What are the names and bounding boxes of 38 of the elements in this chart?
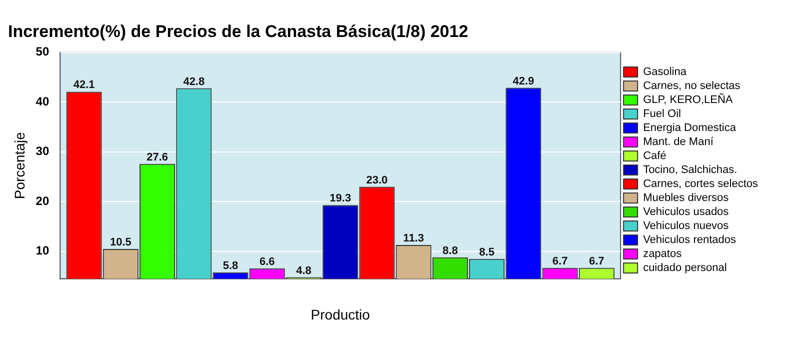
y-axis-title: Porcentaje [11, 132, 28, 200]
data-label: 6.7 [552, 255, 568, 268]
x-axis-title: Productio [310, 306, 370, 322]
data-label: 42.8 [183, 76, 205, 88]
legend-label: zapatos [643, 248, 682, 260]
y-tick-label: 20 [36, 194, 50, 208]
chart-title: Incremento(%) de Precios de la Canasta Básica(1/8) 2012 [8, 22, 468, 41]
legend-label: Vehiculos usados [643, 206, 730, 218]
legend-label: GLP, KERO,LEÑA [643, 93, 734, 106]
legend-label: Tocino, Salchichas. [643, 164, 738, 176]
legend-label: Gasolina [643, 66, 688, 78]
legend-label: Café [643, 150, 666, 162]
data-label: 23.0 [366, 174, 388, 186]
legend-label: Vehiculos rentados [643, 234, 737, 246]
data-label: 5.8 [222, 260, 238, 272]
y-tick-label: 50 [36, 44, 50, 59]
y-tick-label: 40 [36, 94, 50, 108]
legend-label: Energia Domestica [643, 122, 737, 134]
legend-label: Fuel Oil [643, 108, 681, 120]
y-tick-label: 10 [36, 244, 50, 258]
data-label: 27.6 [146, 151, 168, 164]
data-label: 4.8 [296, 264, 312, 277]
legend-label: cuidado personal [643, 262, 727, 274]
data-label: 11.3 [403, 232, 424, 244]
data-label: 6.6 [259, 256, 275, 268]
legend-label: Vehiculos nuevos [643, 220, 730, 232]
data-label: 19.3 [330, 192, 352, 205]
data-label: 42.9 [512, 75, 534, 88]
data-label: 8.8 [442, 244, 458, 257]
legend-label: Mant. de Maní [643, 136, 714, 148]
data-label: 42.1 [73, 79, 95, 92]
data-label: 8.5 [479, 246, 494, 258]
legend-label: Carnes, cortes selectos [643, 178, 758, 190]
legend-label: Muebles diversos [643, 192, 730, 204]
data-label: 6.7 [589, 255, 604, 268]
y-tick-label: 30 [36, 144, 50, 158]
data-label: 10.5 [110, 236, 132, 248]
legend-label: Carnes, no selectas [643, 80, 741, 92]
